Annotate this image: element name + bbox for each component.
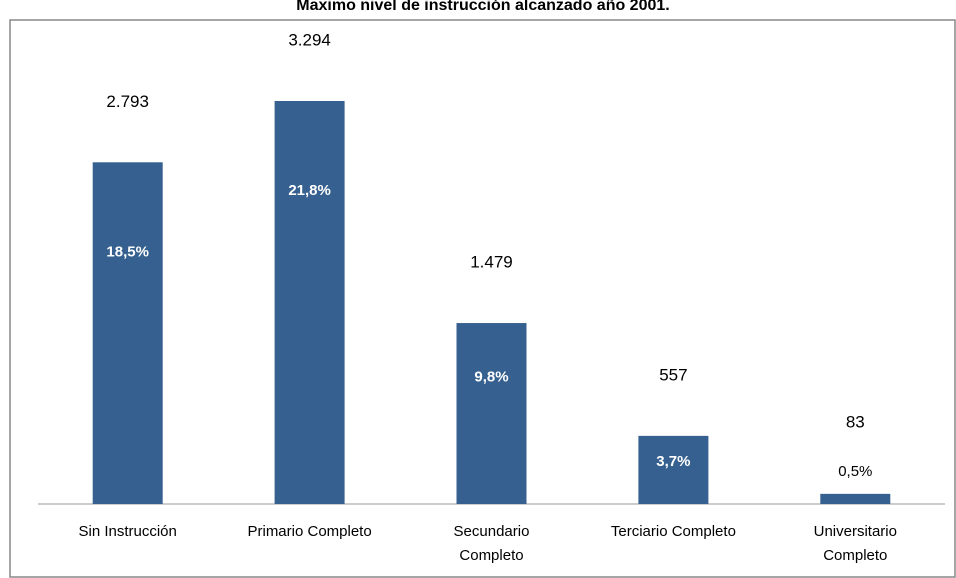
bar [274,101,345,504]
chart-title: Maximo nivel de instrucción alcanzado añ… [296,0,669,14]
share-label: 18,5% [106,243,149,260]
x-tick-label: Terciario Completo [610,523,736,540]
share-label: 21,8% [288,182,331,199]
share-label: 9,8% [474,368,508,385]
bar [456,323,527,504]
x-tick-label: Universitario Completo [813,523,897,564]
value-label: 3.294 [288,30,331,49]
plot-frame [9,19,956,578]
bar [638,435,709,504]
value-label: 2.793 [106,92,149,111]
share-label: 3,7% [656,453,690,470]
share-label: 0,5% [838,463,872,480]
value-label: 1.479 [470,253,513,272]
x-tick-label: Secundario Completo [453,523,530,564]
value-label: 557 [659,365,687,384]
x-tick-label: Primario Completo [247,523,372,540]
bar [92,162,163,504]
bar [820,493,891,504]
x-tick-label: Sin Instrucción [78,523,177,540]
value-label: 83 [846,412,865,431]
